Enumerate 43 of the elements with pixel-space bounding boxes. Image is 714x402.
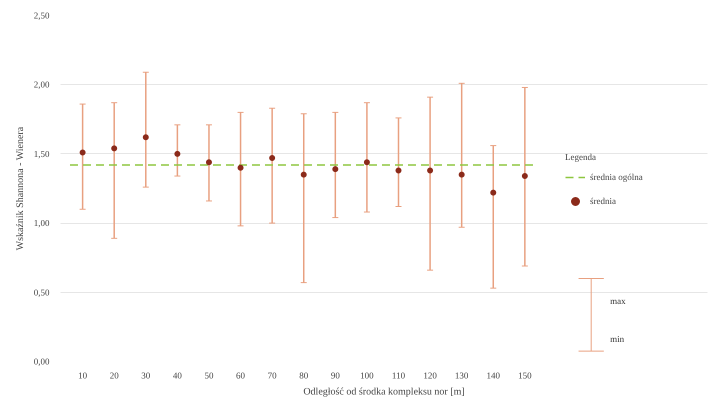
x-tick-label: 130 [454, 370, 469, 380]
point [490, 190, 496, 196]
legend-label: średnia ogólna [590, 172, 643, 182]
text: min [610, 334, 625, 344]
text: max [610, 296, 626, 306]
point [427, 168, 434, 174]
point [80, 150, 86, 156]
legend-title: Legenda [565, 152, 597, 162]
x-tick-label: 50 [204, 370, 214, 380]
point [111, 145, 118, 152]
x-tick-label: 150 [518, 370, 532, 380]
point [300, 172, 307, 178]
y-axis-title: Wskaźnik Shannona - Wienera [14, 126, 26, 250]
point [522, 173, 528, 180]
y-tick-label: 0,50 [34, 287, 50, 298]
y-tick-label: 1,00 [34, 218, 50, 228]
x-tick-label: 140 [486, 370, 501, 380]
point [332, 166, 338, 172]
x-tick-label: 20 [110, 370, 120, 380]
point [174, 150, 180, 157]
point [364, 159, 370, 166]
x-tick-label: 40 [172, 370, 182, 380]
y-tick-label: 2,50 [34, 10, 50, 20]
y-tick-label: 0,00 [34, 356, 50, 366]
x-tick-label: 110 [392, 370, 406, 380]
x-tick-label: 30 [141, 370, 151, 380]
point [396, 168, 402, 174]
y-tick-label: 2,00 [34, 80, 50, 90]
x-tick-label: 10 [78, 370, 88, 380]
x-tick-label: 120 [423, 370, 438, 380]
point [238, 164, 244, 171]
x-tick-label: 90 [330, 370, 340, 380]
y-tick-label: 1,50 [34, 148, 50, 159]
point [458, 172, 465, 178]
x-tick-label: 70 [268, 370, 278, 380]
x-axis-title: Odległość od środka kompleksu nor [m] [303, 386, 465, 398]
point [269, 155, 276, 162]
x-tick-label: 80 [299, 370, 309, 380]
legend-label: średnia [590, 196, 616, 206]
point [206, 159, 212, 166]
x-tick-label: 60 [236, 370, 246, 380]
point [142, 134, 149, 140]
x-tick-label: 100 [360, 370, 374, 380]
